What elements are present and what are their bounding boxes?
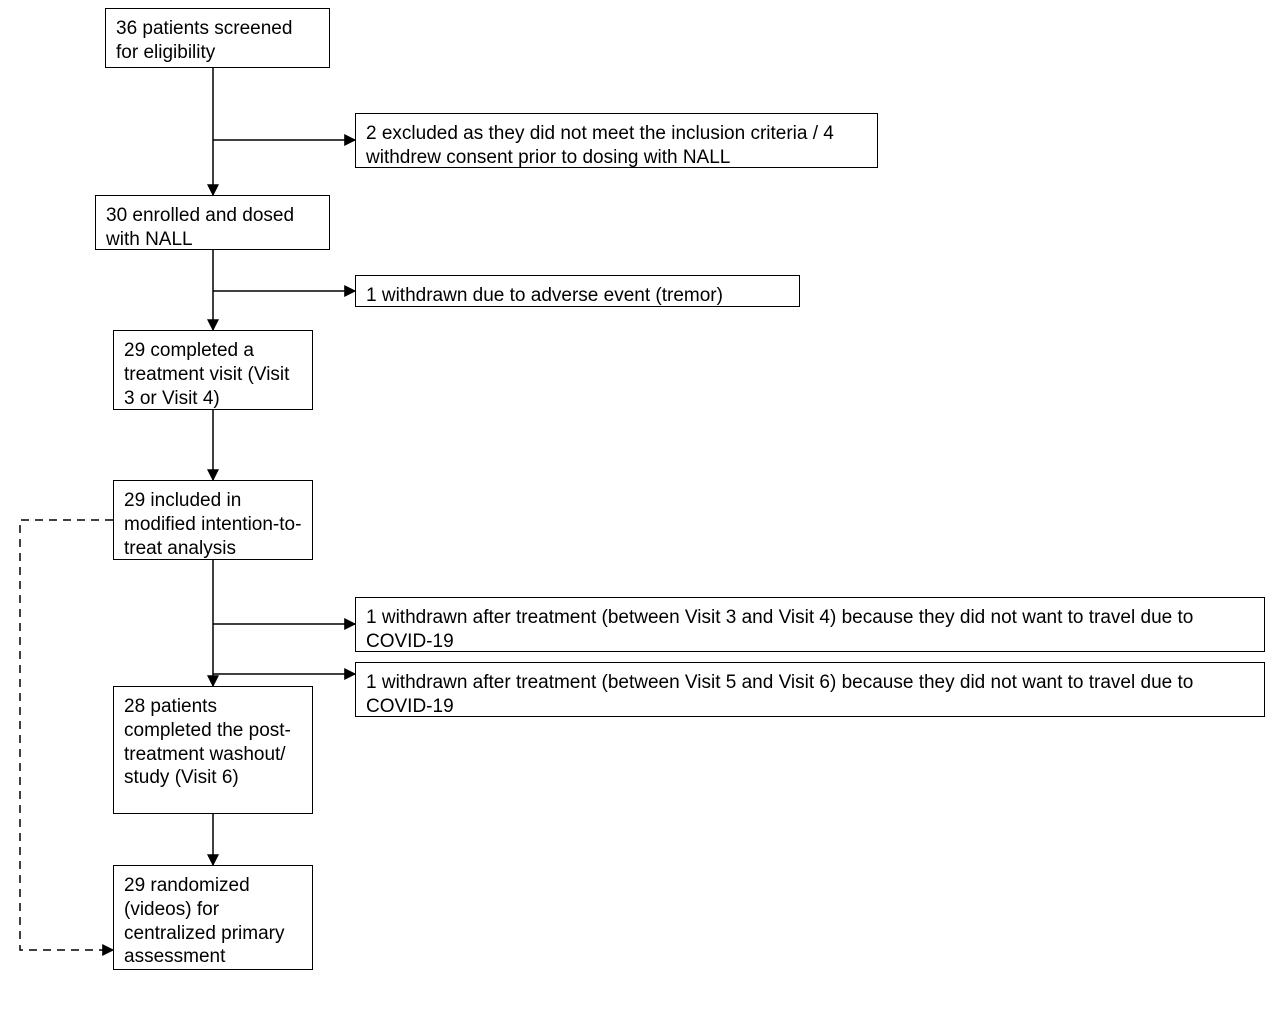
flow-node-withdrawn-covid-1: 1 withdrawn after treatment (between Vis… bbox=[355, 597, 1265, 652]
flow-node-completed-washout: 28 patients completed the post-treatment… bbox=[113, 686, 313, 814]
flow-node-enrolled: 30 enrolled and dosed with NALL bbox=[95, 195, 330, 250]
flow-node-mitt: 29 included in modified intention-to-tre… bbox=[113, 480, 313, 560]
flow-node-randomized: 29 randomized (videos) for centralized p… bbox=[113, 865, 313, 970]
flow-node-withdrawn-ae: 1 withdrawn due to adverse event (tremor… bbox=[355, 275, 800, 307]
flow-node-completed-visit: 29 completed a treatment visit (Visit 3 … bbox=[113, 330, 313, 410]
flow-node-excluded: 2 excluded as they did not meet the incl… bbox=[355, 113, 878, 168]
flow-node-screened: 36 patients screened for eligibility bbox=[105, 8, 330, 68]
flow-node-withdrawn-covid-2: 1 withdrawn after treatment (between Vis… bbox=[355, 662, 1265, 717]
